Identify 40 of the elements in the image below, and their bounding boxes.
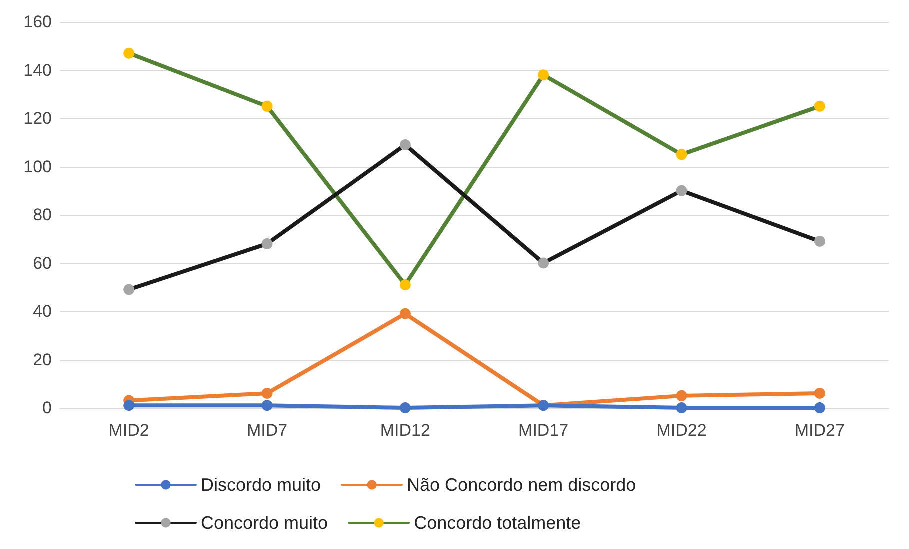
y-tick-label: 60 [33, 254, 52, 273]
x-tick-label: MID12 [380, 421, 430, 440]
x-tick-label: MID27 [794, 421, 845, 440]
legend-label: Não Concordo nem discordo [407, 475, 636, 495]
legend-label: Concordo totalmente [414, 513, 582, 533]
legend-label: Discordo muito [201, 475, 322, 495]
y-tick-label: 100 [24, 157, 52, 176]
point [400, 140, 411, 151]
point [124, 284, 135, 296]
x-tick-label: MID22 [656, 421, 707, 440]
x-tick-label: MID17 [518, 421, 569, 440]
point [814, 402, 826, 414]
x-tick-label: MID2 [108, 421, 150, 440]
point [262, 238, 273, 250]
point [262, 100, 273, 112]
point [538, 70, 550, 81]
y-tick-label: 120 [24, 109, 52, 128]
point [676, 185, 688, 196]
point [262, 400, 273, 412]
point [814, 388, 826, 400]
legend-label: Concordo muito [201, 513, 328, 533]
y-tick-label: 140 [24, 60, 52, 80]
point [676, 149, 688, 160]
y-tick-label: 80 [33, 206, 52, 224]
point [676, 390, 688, 402]
point [538, 258, 550, 269]
point [400, 308, 411, 320]
point [400, 279, 411, 290]
point [814, 236, 826, 248]
point [262, 388, 273, 400]
point [124, 400, 135, 412]
point [400, 402, 411, 414]
y-tick-label: 0 [42, 398, 52, 418]
y-tick-label: 40 [33, 302, 52, 321]
y-tick-label: 20 [33, 350, 52, 370]
point [814, 100, 826, 112]
x-tick-label: MID7 [246, 421, 288, 440]
point [676, 402, 688, 414]
y-tick-label: 160 [24, 12, 52, 32]
point [124, 48, 135, 59]
